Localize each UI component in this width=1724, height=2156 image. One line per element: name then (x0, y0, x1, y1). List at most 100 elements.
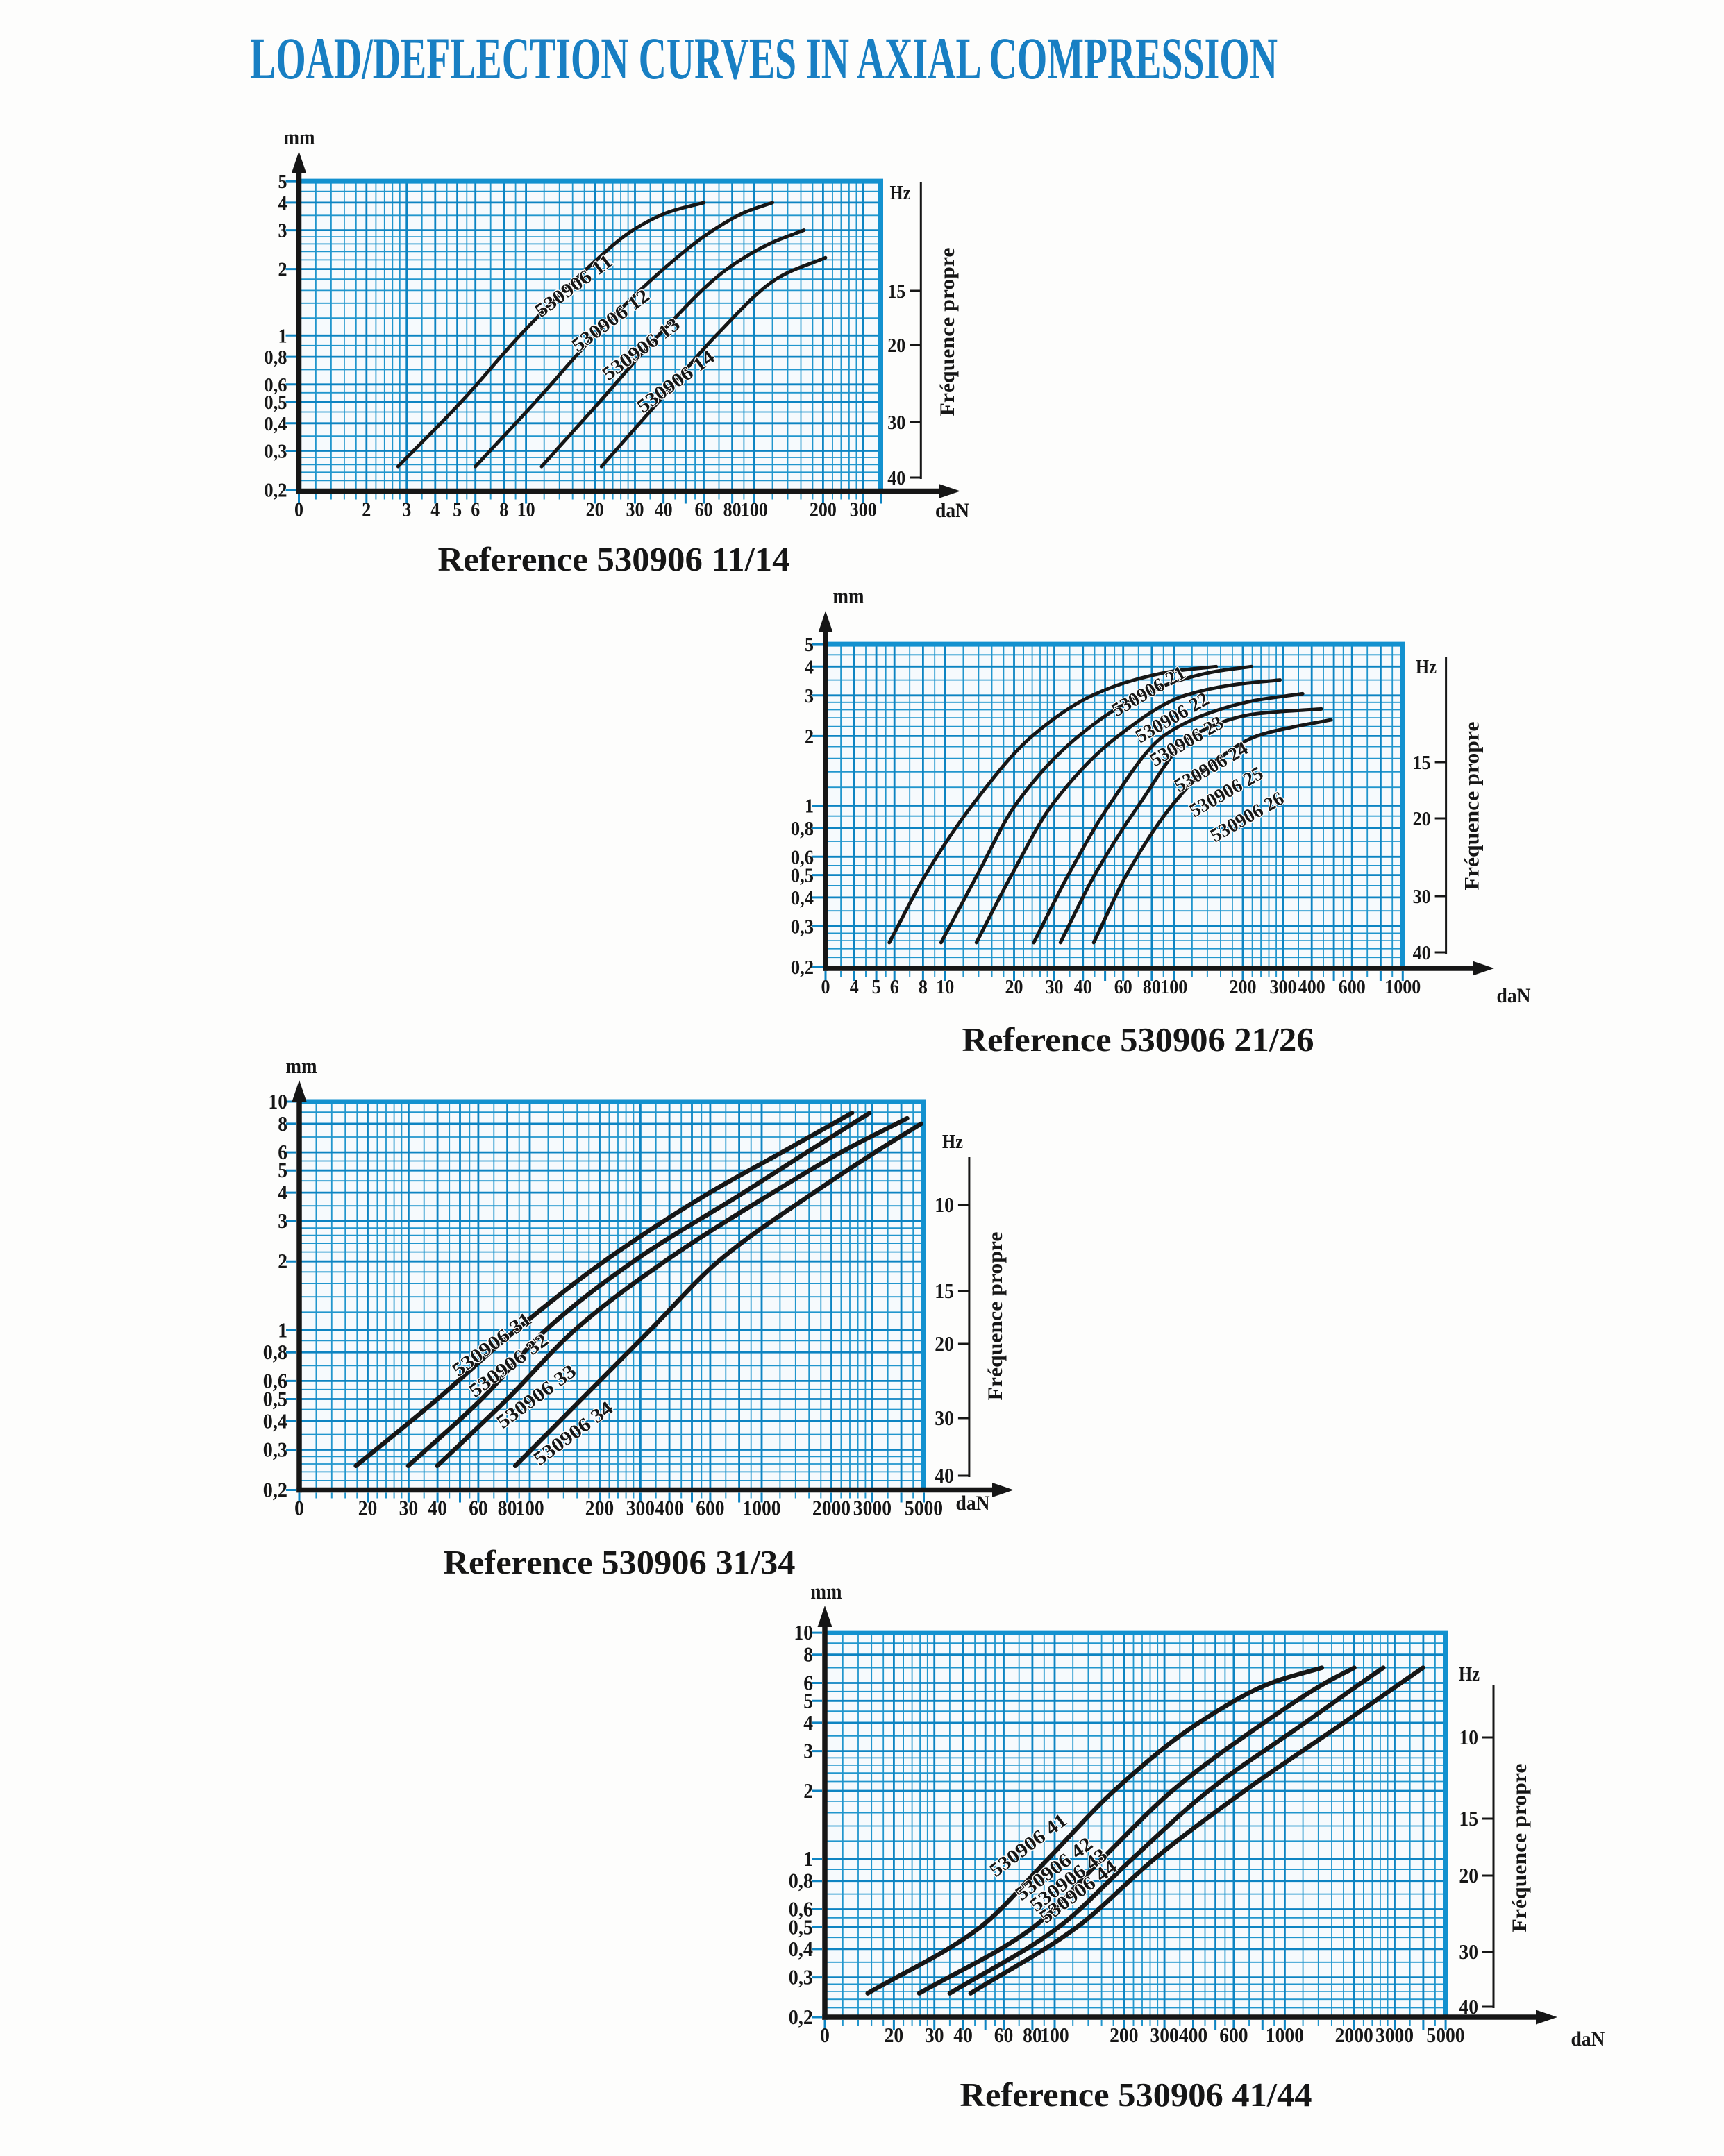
svg-text:40: 40 (935, 1463, 954, 1488)
svg-text:100: 100 (1040, 2023, 1069, 2047)
svg-text:20: 20 (887, 335, 905, 357)
svg-text:1000: 1000 (742, 1496, 780, 1520)
svg-text:0,4: 0,4 (264, 413, 287, 435)
svg-text:400: 400 (1179, 2023, 1207, 2047)
svg-text:Reference 530906 11/14: Reference 530906 11/14 (438, 540, 790, 578)
svg-text:0,8: 0,8 (264, 346, 287, 369)
svg-text:2: 2 (278, 1249, 287, 1273)
svg-text:daN: daN (1571, 2028, 1605, 2050)
svg-text:4: 4 (850, 976, 859, 998)
svg-text:daN: daN (1497, 984, 1531, 1007)
svg-text:10: 10 (935, 1193, 954, 1217)
svg-text:0,6: 0,6 (791, 846, 814, 868)
svg-text:200: 200 (1230, 976, 1257, 998)
svg-text:300: 300 (626, 1496, 655, 1520)
svg-text:0,3: 0,3 (789, 1965, 813, 1989)
svg-text:0: 0 (821, 976, 830, 998)
svg-text:8: 8 (803, 1642, 813, 1667)
svg-text:2: 2 (803, 1778, 813, 1803)
svg-text:10: 10 (936, 976, 954, 998)
svg-text:0,4: 0,4 (263, 1408, 287, 1433)
svg-text:4: 4 (430, 499, 440, 521)
svg-text:0,4: 0,4 (789, 1937, 813, 1961)
svg-text:3: 3 (803, 1739, 813, 1763)
svg-text:Hz: Hz (890, 183, 911, 204)
svg-text:1: 1 (278, 325, 287, 347)
svg-text:40: 40 (1074, 976, 1092, 998)
svg-text:daN: daN (935, 499, 969, 522)
svg-text:0,8: 0,8 (789, 1869, 813, 1893)
svg-text:40: 40 (655, 499, 673, 521)
svg-text:200: 200 (810, 499, 837, 521)
svg-text:0,2: 0,2 (264, 480, 287, 502)
svg-text:400: 400 (655, 1496, 683, 1520)
svg-text:3000: 3000 (853, 1496, 892, 1520)
svg-text:Hz: Hz (1459, 1664, 1480, 1685)
svg-text:200: 200 (1110, 2023, 1138, 2047)
svg-text:30: 30 (935, 1406, 954, 1430)
svg-text:15: 15 (1413, 752, 1431, 774)
svg-text:5: 5 (803, 1688, 813, 1712)
svg-text:5: 5 (872, 976, 881, 998)
svg-text:40: 40 (953, 2023, 973, 2047)
svg-text:5: 5 (453, 499, 462, 521)
svg-text:mm: mm (833, 584, 864, 608)
svg-text:30: 30 (887, 412, 905, 434)
svg-text:1000: 1000 (1384, 976, 1421, 998)
svg-text:Reference 530906 41/44: Reference 530906 41/44 (960, 2075, 1312, 2114)
svg-text:Hz: Hz (1416, 657, 1437, 678)
svg-text:Reference 530906 31/34: Reference 530906 31/34 (444, 1543, 796, 1581)
svg-text:5: 5 (278, 1158, 287, 1182)
svg-text:10: 10 (517, 499, 535, 521)
svg-text:600: 600 (1219, 2023, 1248, 2047)
svg-text:30: 30 (1046, 976, 1064, 998)
svg-text:60: 60 (994, 2023, 1014, 2047)
svg-text:3000: 3000 (1375, 2023, 1414, 2047)
svg-text:40: 40 (1459, 1994, 1478, 2019)
svg-text:40: 40 (1413, 942, 1431, 964)
svg-text:1: 1 (278, 1317, 287, 1342)
svg-text:0,5: 0,5 (263, 1387, 287, 1411)
svg-text:30: 30 (399, 1496, 419, 1520)
svg-text:60: 60 (469, 1496, 488, 1520)
svg-text:300: 300 (850, 499, 877, 521)
svg-text:0,6: 0,6 (263, 1368, 287, 1392)
svg-text:0,5: 0,5 (791, 865, 814, 887)
svg-text:0,2: 0,2 (263, 1478, 287, 1502)
svg-text:0,2: 0,2 (789, 2005, 813, 2029)
svg-text:20: 20 (885, 2023, 904, 2047)
svg-text:0: 0 (294, 1496, 304, 1520)
svg-text:4: 4 (278, 1180, 287, 1204)
svg-text:6: 6 (803, 1671, 813, 1695)
svg-text:30: 30 (925, 2023, 944, 2047)
svg-text:4: 4 (278, 192, 287, 214)
svg-text:1000: 1000 (1266, 2023, 1304, 2047)
svg-text:20: 20 (1005, 976, 1023, 998)
svg-text:2000: 2000 (812, 1496, 851, 1520)
svg-text:0,3: 0,3 (791, 916, 814, 938)
svg-text:6: 6 (278, 1140, 287, 1164)
svg-text:30: 30 (626, 499, 644, 521)
svg-text:0,2: 0,2 (791, 957, 814, 979)
svg-text:20: 20 (1459, 1863, 1478, 1887)
svg-text:1: 1 (803, 1846, 813, 1871)
svg-text:20: 20 (935, 1331, 954, 1356)
svg-text:Fréquence propre: Fréquence propre (936, 248, 959, 416)
svg-text:0,6: 0,6 (264, 374, 287, 396)
svg-text:40: 40 (428, 1496, 447, 1520)
svg-text:Fréquence propre: Fréquence propre (1508, 1764, 1531, 1932)
svg-text:8: 8 (919, 976, 928, 998)
svg-text:4: 4 (805, 656, 814, 678)
svg-text:600: 600 (696, 1496, 724, 1520)
svg-text:0,3: 0,3 (264, 441, 287, 463)
svg-text:100: 100 (515, 1496, 544, 1520)
svg-text:2: 2 (362, 499, 371, 521)
svg-text:100: 100 (1160, 976, 1187, 998)
svg-text:mm: mm (286, 1054, 317, 1078)
svg-text:daN: daN (956, 1492, 990, 1515)
svg-text:8: 8 (499, 499, 508, 521)
svg-text:0,6: 0,6 (789, 1897, 813, 1921)
svg-text:LOAD/DEFLECTION CURVES IN AXIA: LOAD/DEFLECTION CURVES IN AXIAL COMPRESS… (250, 25, 1278, 92)
svg-text:8: 8 (278, 1111, 287, 1136)
svg-text:80: 80 (1023, 2023, 1042, 2047)
